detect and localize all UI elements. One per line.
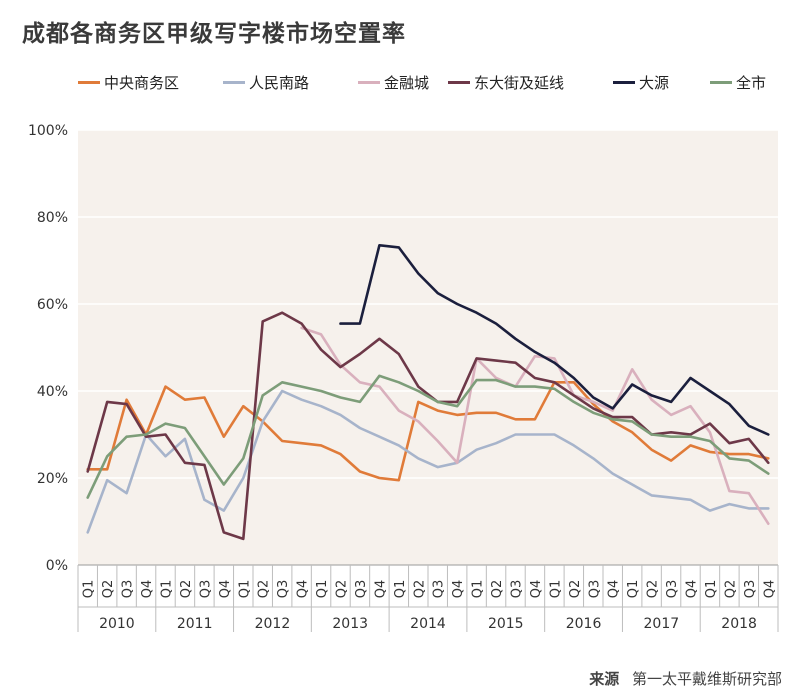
legend-swatch bbox=[613, 81, 635, 84]
legend-label: 东大街及延线 bbox=[474, 74, 565, 92]
x-tick-label-quarter: Q1 bbox=[82, 580, 97, 599]
source-label: 来源 bbox=[589, 670, 620, 688]
legend-item: 人民南路 bbox=[223, 72, 309, 93]
x-tick-label-quarter: Q3 bbox=[743, 580, 758, 599]
x-tick-label-quarter: Q1 bbox=[160, 580, 175, 599]
x-tick-label-year: 2016 bbox=[566, 616, 602, 632]
x-tick-label-quarter: Q2 bbox=[179, 580, 194, 599]
x-tick-label-quarter: Q1 bbox=[237, 580, 252, 599]
x-tick-label-year: 2010 bbox=[99, 616, 135, 632]
x-tick-label-quarter: Q4 bbox=[607, 580, 622, 599]
x-tick-label-quarter: Q4 bbox=[373, 580, 388, 599]
source-text: 第一太平戴维斯研究部 bbox=[631, 670, 782, 688]
x-tick-label-quarter: Q4 bbox=[762, 580, 777, 599]
y-tick-label: 0% bbox=[46, 558, 68, 574]
legend-label: 中央商务区 bbox=[104, 74, 180, 92]
legend-swatch bbox=[78, 81, 100, 84]
x-tick-label-quarter: Q2 bbox=[490, 580, 505, 599]
y-tick-label: 80% bbox=[37, 210, 68, 226]
legend-label: 金融城 bbox=[384, 74, 430, 92]
chart-legend: 中央商务区 人民南路 金融城 东大街及延线 大源 全市 bbox=[78, 72, 778, 98]
plot-background bbox=[78, 130, 778, 565]
legend-swatch bbox=[710, 81, 732, 84]
x-tick-label-year: 2013 bbox=[332, 616, 368, 632]
x-tick-label-quarter: Q3 bbox=[510, 580, 525, 599]
x-tick-label-quarter: Q1 bbox=[704, 580, 719, 599]
x-tick-label-quarter: Q3 bbox=[432, 580, 447, 599]
x-tick-label-quarter: Q3 bbox=[198, 580, 213, 599]
x-tick-label-quarter: Q1 bbox=[626, 580, 641, 599]
x-tick-label-quarter: Q2 bbox=[335, 580, 350, 599]
x-tick-label-quarter: Q2 bbox=[568, 580, 583, 599]
x-tick-label-quarter: Q4 bbox=[451, 580, 466, 599]
x-tick-label-quarter: Q3 bbox=[354, 580, 369, 599]
series-line-1 bbox=[86, 381, 770, 482]
x-tick-label-quarter: Q4 bbox=[296, 580, 311, 599]
x-tick-label-year: 2011 bbox=[177, 616, 213, 632]
x-tick-label-quarter: Q3 bbox=[276, 580, 291, 599]
x-tick-label-year: 2018 bbox=[721, 616, 757, 632]
legend-label: 全市 bbox=[736, 74, 767, 92]
x-tick-label-quarter: Q2 bbox=[257, 580, 272, 599]
legend-item: 中央商务区 bbox=[78, 72, 179, 93]
y-tick-label: 100% bbox=[28, 123, 68, 139]
x-tick-label-year: 2014 bbox=[410, 616, 446, 632]
x-tick-label-quarter: Q3 bbox=[121, 580, 136, 599]
x-tick-label-quarter: Q3 bbox=[587, 580, 602, 599]
x-tick-label-quarter: Q4 bbox=[140, 580, 155, 599]
x-tick-label-quarter: Q2 bbox=[101, 580, 116, 599]
x-tick-label-quarter: Q4 bbox=[218, 580, 233, 599]
x-tick-label-quarter: Q4 bbox=[685, 580, 700, 599]
x-tick-label-quarter: Q2 bbox=[412, 580, 427, 599]
legend-swatch bbox=[358, 81, 380, 84]
x-tick-label-quarter: Q4 bbox=[529, 580, 544, 599]
y-tick-label: 20% bbox=[37, 471, 68, 487]
x-tick-label-quarter: Q1 bbox=[471, 580, 486, 599]
y-tick-label: 60% bbox=[37, 297, 68, 313]
series-line-5 bbox=[339, 244, 770, 436]
x-tick-label-quarter: Q3 bbox=[665, 580, 680, 599]
source-note: 来源 第一太平戴维斯研究部 bbox=[589, 668, 782, 689]
legend-swatch bbox=[448, 81, 470, 84]
series-line-6 bbox=[86, 374, 770, 499]
legend-swatch bbox=[223, 81, 245, 84]
legend-label: 人民南路 bbox=[249, 74, 310, 92]
legend-item: 大源 bbox=[613, 72, 669, 93]
x-tick-label-quarter: Q1 bbox=[548, 580, 563, 599]
x-tick-label-quarter: Q2 bbox=[646, 580, 661, 599]
x-tick-label-quarter: Q1 bbox=[393, 580, 408, 599]
x-tick-label-year: 2012 bbox=[255, 616, 291, 632]
legend-item: 全市 bbox=[710, 72, 766, 93]
series-line-2 bbox=[86, 389, 770, 534]
x-tick-label-year: 2017 bbox=[644, 616, 680, 632]
y-tick-label: 40% bbox=[37, 384, 68, 400]
legend-label: 大源 bbox=[639, 74, 670, 92]
x-tick-label-quarter: Q1 bbox=[315, 580, 330, 599]
x-tick-label-year: 2015 bbox=[488, 616, 524, 632]
x-tick-label-quarter: Q2 bbox=[723, 580, 738, 599]
legend-item: 东大街及延线 bbox=[448, 72, 564, 93]
series-line-3 bbox=[300, 326, 770, 525]
legend-item: 金融城 bbox=[358, 72, 429, 93]
chart-title: 成都各商务区甲级写字楼市场空置率 bbox=[22, 21, 406, 47]
